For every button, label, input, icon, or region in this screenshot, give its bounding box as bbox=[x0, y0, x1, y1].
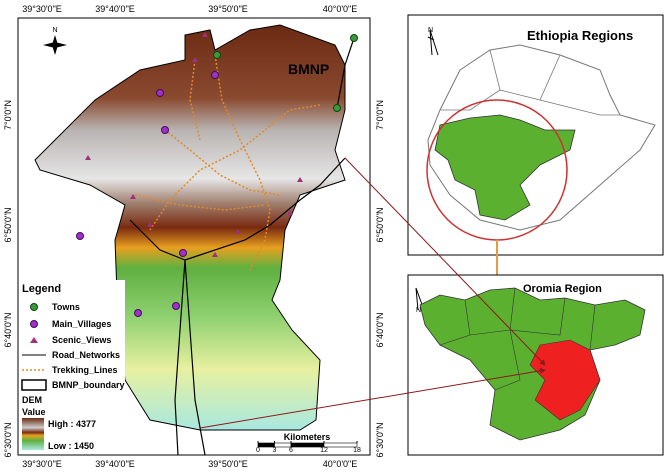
scale-title: Kilometers bbox=[284, 432, 331, 442]
legend-symbol bbox=[30, 337, 38, 343]
latitude-label: 7°0'0"N bbox=[3, 100, 13, 130]
legend-label: Scenic_Views bbox=[52, 335, 111, 345]
scale-tick-label: 3 bbox=[273, 447, 277, 454]
legend-symbol bbox=[30, 320, 38, 328]
inset-title: Oromia Region bbox=[523, 283, 602, 295]
longitude-label: 39°50'0"E bbox=[208, 459, 248, 469]
longitude-label: 40°0'0"E bbox=[323, 459, 358, 469]
dem-title: DEM bbox=[22, 395, 42, 405]
scale-segment bbox=[290, 442, 325, 448]
inset-north: N bbox=[416, 307, 421, 314]
park-boundary bbox=[34, 24, 346, 431]
inset-north-arrow bbox=[427, 29, 439, 56]
longitude-label: 39°40'0"E bbox=[95, 459, 135, 469]
legend-label: Towns bbox=[52, 302, 80, 312]
inset-north-arrow bbox=[415, 287, 425, 311]
scale-tick-label: 0 bbox=[256, 447, 260, 454]
latitude-label: 6°30'0"N bbox=[375, 422, 385, 457]
region-borders bbox=[440, 49, 620, 116]
north-label: N bbox=[52, 27, 57, 34]
value-title: Value bbox=[22, 407, 46, 417]
legend-label: Road_Networks bbox=[52, 350, 120, 360]
dem-high: High : 4377 bbox=[48, 419, 96, 429]
legend-label: Main_Villages bbox=[52, 319, 111, 329]
bmnp-zone bbox=[529, 339, 601, 421]
longitude-label: 39°50'0"E bbox=[208, 4, 248, 14]
trekking-lines bbox=[134, 54, 321, 271]
park-label: BMNP bbox=[288, 61, 329, 77]
scale-segment bbox=[323, 442, 358, 448]
villages bbox=[76, 71, 219, 317]
scale-tick-label: 18 bbox=[353, 447, 361, 454]
latitude-label: 7°0'0"N bbox=[375, 100, 385, 130]
longitude-label: 39°30'0"E bbox=[22, 459, 62, 469]
north-arrow: N bbox=[43, 27, 67, 55]
pointer-arrow bbox=[344, 157, 546, 366]
legend-symbol bbox=[21, 379, 47, 391]
longitude-label: 39°40'0"E bbox=[95, 4, 135, 14]
oromia-region bbox=[434, 114, 576, 221]
latitude-label: 6°40'0"N bbox=[375, 312, 385, 347]
pointer-arrow bbox=[199, 367, 546, 429]
legend-label: Trekking_Lines bbox=[52, 365, 118, 375]
dem-ramp bbox=[22, 418, 44, 450]
towns bbox=[213, 34, 358, 112]
longitude-label: 40°0'0"E bbox=[323, 4, 358, 14]
longitude-label: 39°30'0"E bbox=[22, 4, 62, 14]
latitude-label: 6°30'0"N bbox=[3, 422, 13, 457]
inset-title: Ethiopia Regions bbox=[527, 28, 633, 43]
zone-borders bbox=[439, 287, 596, 391]
latitude-label: 6°50'0"N bbox=[375, 207, 385, 242]
legend-label: BMNP_boundary bbox=[52, 380, 125, 390]
inset-north: N bbox=[428, 27, 433, 34]
latitude-label: 6°50'0"N bbox=[3, 207, 13, 242]
dem-low: Low : 1450 bbox=[48, 441, 94, 451]
scale-tick-label: 12 bbox=[320, 447, 328, 454]
legend-title: Legend bbox=[22, 283, 61, 295]
scale-tick-label: 6 bbox=[289, 447, 293, 454]
legend-symbol bbox=[30, 303, 38, 311]
latitude-label: 6°40'0"N bbox=[3, 312, 13, 347]
